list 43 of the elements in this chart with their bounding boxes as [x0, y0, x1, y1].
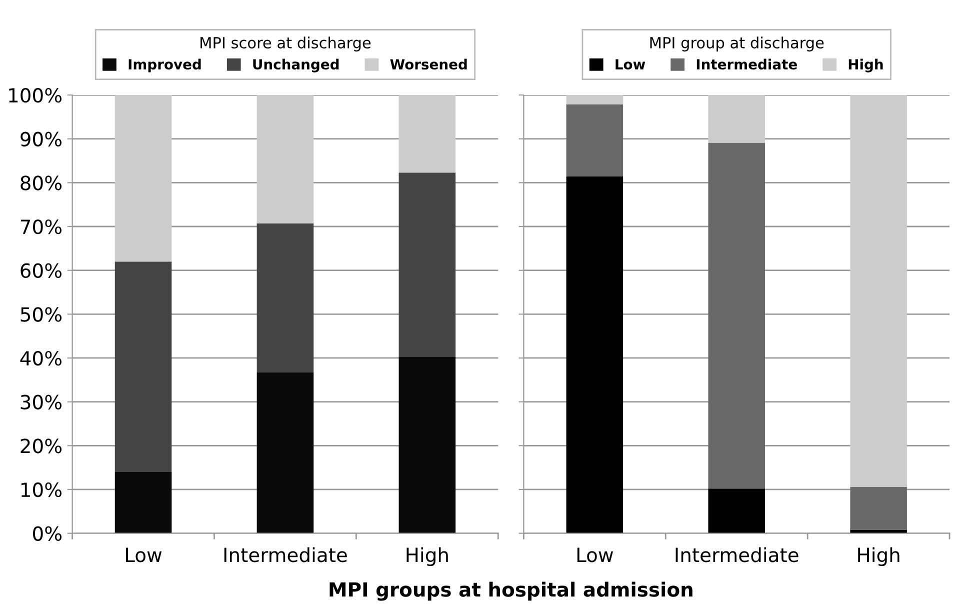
bar	[566, 95, 624, 104]
legend-label: Improved	[128, 58, 201, 72]
y-tick-label: 0%	[33, 526, 62, 541]
y-tick-label: 40%	[20, 350, 62, 366]
x-tick-label: Intermediate	[676, 547, 798, 562]
bar	[114, 95, 172, 262]
legend-title: MPI group at discharge	[650, 36, 824, 52]
y-tick-label: 100%	[9, 88, 62, 103]
bar	[256, 223, 314, 372]
y-tick-label: 10%	[21, 482, 62, 498]
legend-label: Low	[616, 59, 646, 70]
bar	[850, 95, 907, 487]
y-tick-label: 30%	[20, 394, 62, 410]
x-tick-label: Low	[577, 548, 613, 562]
y-tick-label: 60%	[20, 263, 62, 278]
bar	[398, 95, 456, 173]
x-tick-label: Low	[126, 548, 162, 562]
legend-label: High	[848, 58, 883, 72]
legend-label: Intermediate	[696, 58, 797, 70]
x-tick-label: High	[858, 547, 900, 566]
bar	[566, 176, 624, 534]
x-tick-label: High	[406, 547, 448, 566]
y-tick-label: 20%	[20, 438, 62, 454]
bar	[398, 356, 456, 534]
bar	[708, 95, 766, 143]
bar	[256, 95, 314, 224]
y-tick-label: 70%	[20, 219, 62, 234]
legend-label: Worsened	[390, 58, 467, 70]
bar	[114, 472, 172, 534]
y-tick-label: 50%	[20, 307, 62, 322]
bar	[850, 486, 907, 530]
bar	[256, 372, 314, 534]
x-axis-title: MPI groups at hospital admission	[330, 582, 692, 601]
bar	[708, 142, 766, 489]
bar	[708, 488, 766, 534]
legend-title: MPI score at discharge	[200, 36, 371, 52]
bar	[566, 104, 624, 177]
y-tick-label: 80%	[20, 176, 62, 190]
legend-label: Unchanged	[253, 58, 339, 72]
x-tick-label: Intermediate	[224, 547, 347, 562]
bar	[114, 262, 172, 472]
bar	[398, 172, 456, 357]
y-tick-label: 90%	[20, 132, 62, 147]
